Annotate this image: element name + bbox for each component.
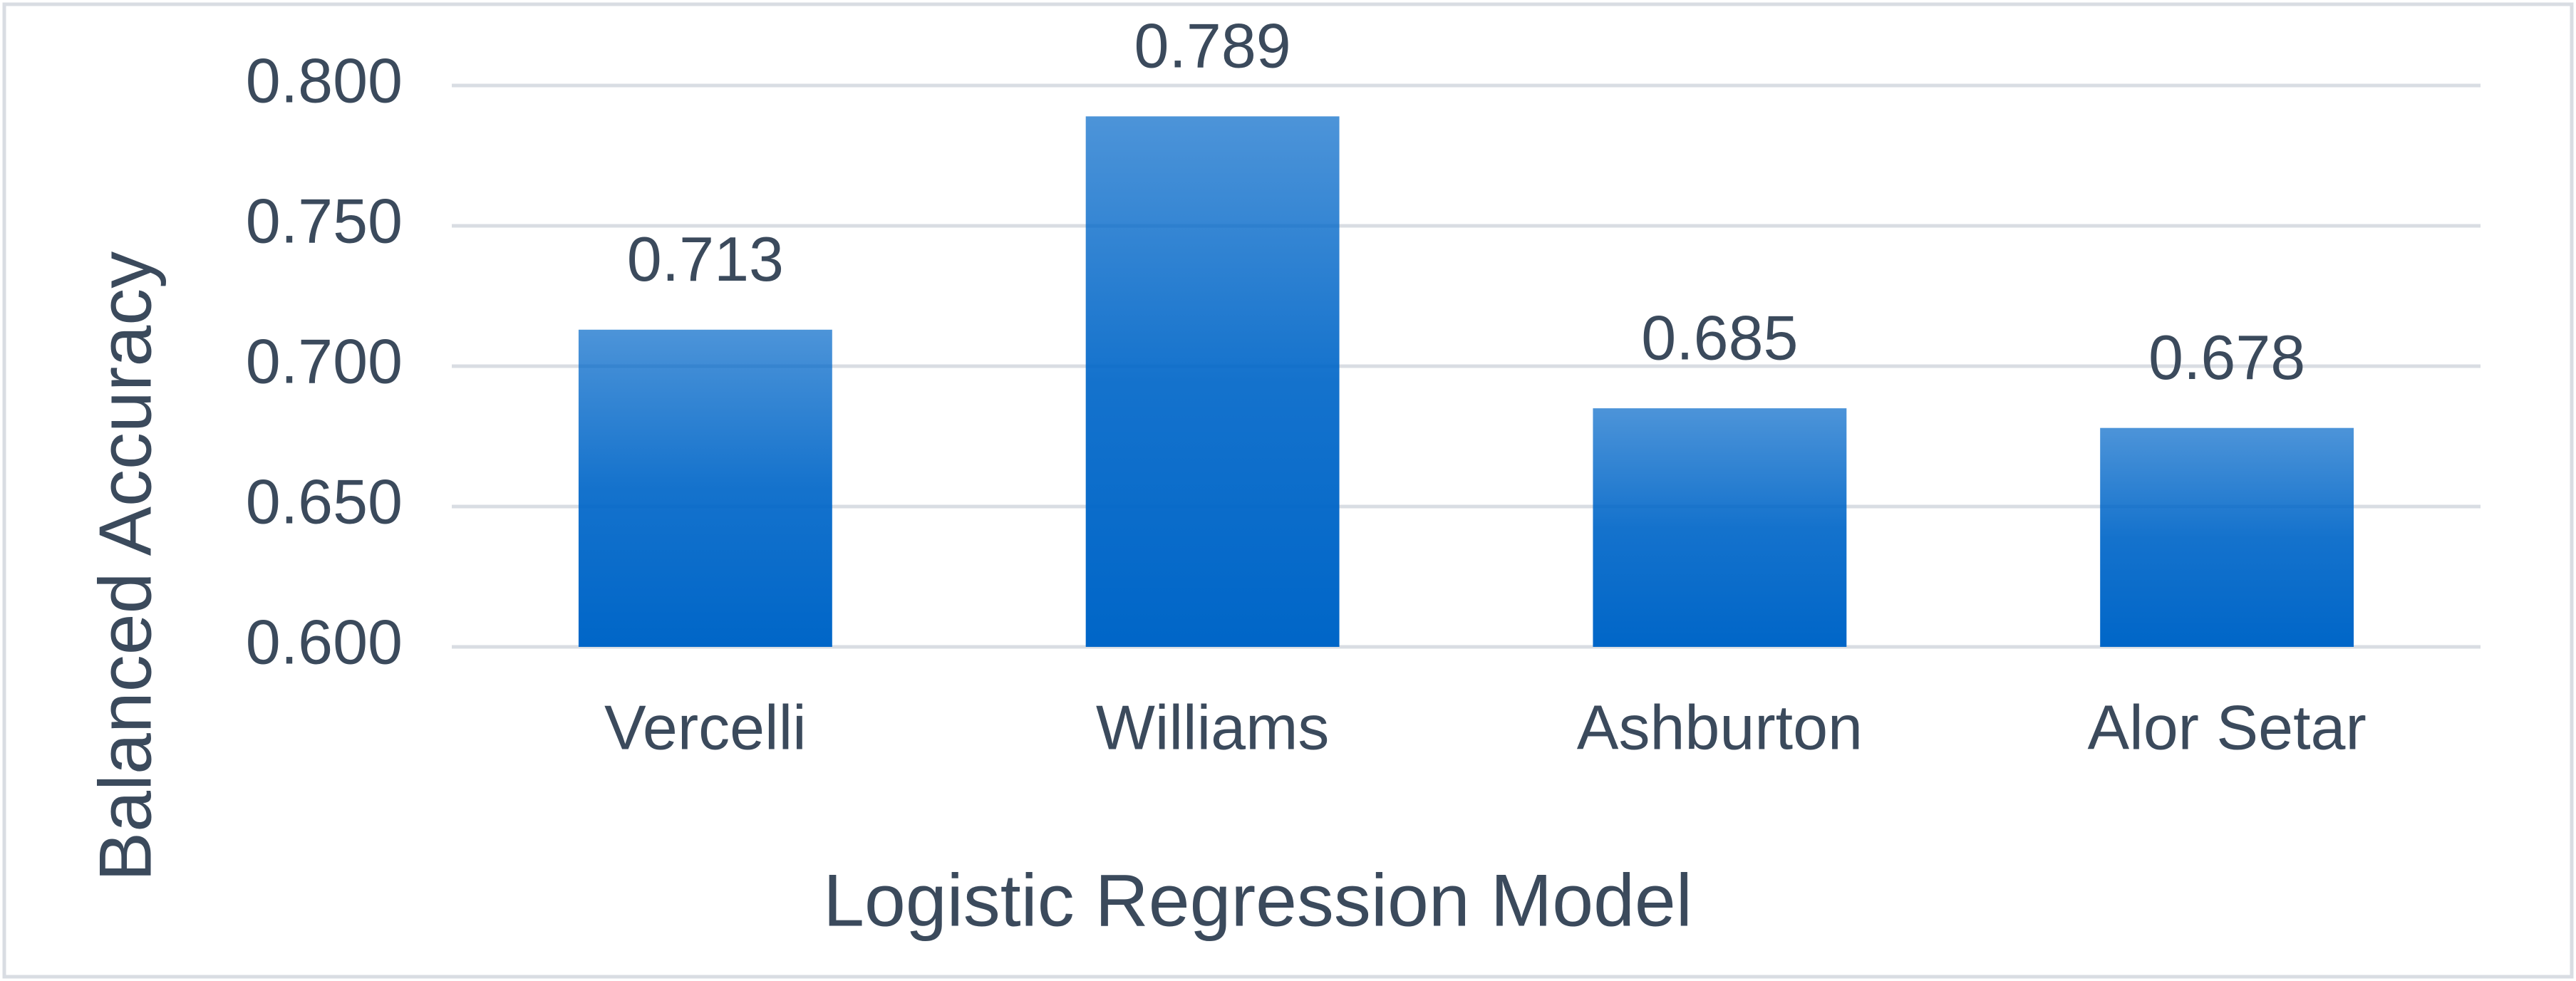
y-tick-label: 0.600 xyxy=(246,606,403,677)
y-tick-label: 0.650 xyxy=(246,466,403,536)
bar xyxy=(2100,427,2354,647)
x-tick-label: Alor Setar xyxy=(2087,692,2366,762)
value-label: 0.678 xyxy=(2148,322,2305,393)
value-label: 0.713 xyxy=(627,224,784,294)
x-axis-title: Logistic Regression Model xyxy=(823,859,1692,942)
y-axis-title: Balanced Accuracy xyxy=(84,251,167,882)
y-tick-label: 0.750 xyxy=(246,185,403,256)
bar xyxy=(578,329,832,647)
y-tick-label: 0.800 xyxy=(246,45,403,115)
x-tick-label: Ashburton xyxy=(1577,692,1863,762)
value-label: 0.789 xyxy=(1134,11,1291,81)
value-label: 0.685 xyxy=(1641,302,1798,373)
y-tick-label: 0.700 xyxy=(246,326,403,396)
x-tick-label: Williams xyxy=(1096,692,1330,762)
bar xyxy=(1085,116,1340,648)
bar xyxy=(1593,408,1847,647)
x-tick-label: Vercelli xyxy=(604,692,807,762)
